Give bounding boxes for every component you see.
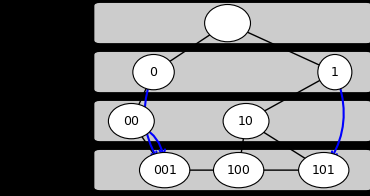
- Ellipse shape: [108, 103, 154, 139]
- Text: 10: 10: [238, 115, 254, 128]
- FancyArrowPatch shape: [164, 29, 218, 65]
- Text: 001: 001: [153, 164, 176, 177]
- FancyArrowPatch shape: [137, 82, 149, 110]
- FancyArrowPatch shape: [145, 84, 157, 158]
- FancyArrowPatch shape: [142, 127, 165, 155]
- Text: 0: 0: [149, 66, 158, 79]
- FancyArrowPatch shape: [239, 132, 245, 158]
- Ellipse shape: [318, 54, 352, 90]
- Text: LSS(3): LSS(3): [47, 19, 71, 28]
- FancyArrowPatch shape: [332, 84, 344, 158]
- Text: LSS(0): LSS(0): [47, 166, 71, 175]
- Ellipse shape: [213, 152, 264, 188]
- FancyBboxPatch shape: [94, 101, 370, 141]
- Text: 101: 101: [312, 164, 336, 177]
- Text: 00: 00: [123, 115, 139, 128]
- Text: LSS(2): LSS(2): [47, 68, 71, 77]
- Ellipse shape: [133, 54, 174, 90]
- Text: LSS(1): LSS(1): [47, 117, 71, 126]
- FancyArrowPatch shape: [238, 28, 323, 67]
- FancyArrowPatch shape: [138, 130, 158, 160]
- Ellipse shape: [139, 152, 190, 188]
- FancyBboxPatch shape: [94, 3, 370, 43]
- FancyArrowPatch shape: [177, 168, 226, 172]
- Ellipse shape: [299, 152, 349, 188]
- Ellipse shape: [223, 103, 269, 139]
- Text: 100: 100: [227, 164, 250, 177]
- FancyArrowPatch shape: [255, 127, 313, 163]
- FancyBboxPatch shape: [94, 52, 370, 92]
- FancyArrowPatch shape: [257, 77, 325, 115]
- Text: 1: 1: [331, 66, 339, 79]
- FancyArrowPatch shape: [251, 168, 311, 172]
- FancyBboxPatch shape: [94, 150, 370, 190]
- Ellipse shape: [205, 5, 250, 42]
